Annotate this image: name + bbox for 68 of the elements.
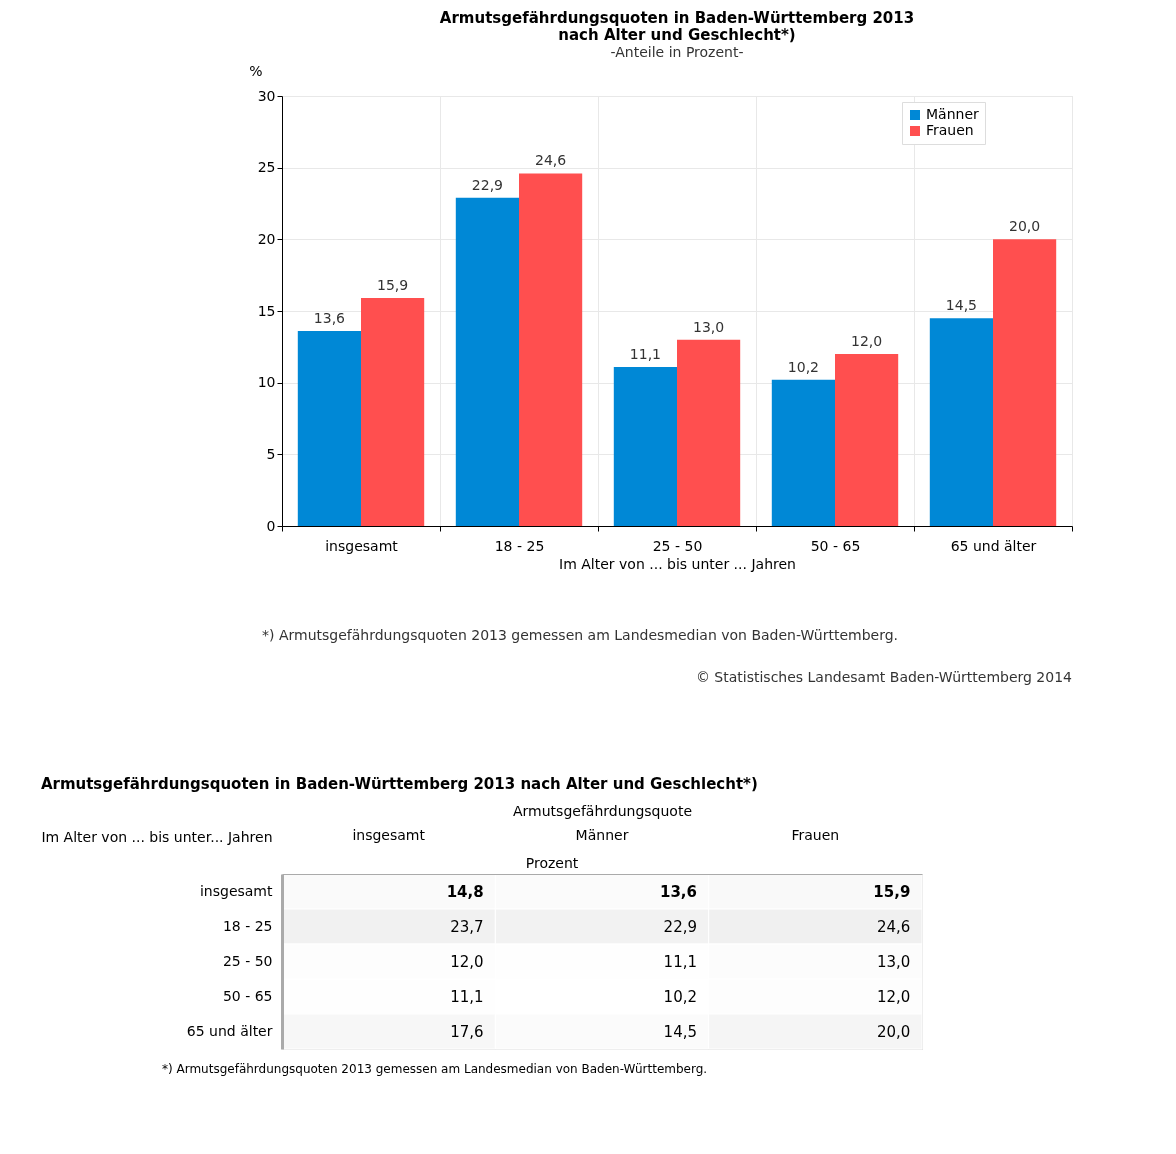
y-tick-label: 20: [257, 230, 276, 247]
bar: [361, 298, 425, 526]
data-label: 13,0: [876, 952, 911, 971]
x-tick-label: 50 - 65: [810, 537, 861, 554]
data-label: 10,2: [663, 987, 697, 1006]
data-label: 13,0: [693, 318, 725, 335]
x-axis-title: Armutsgefährdungsquote: [512, 802, 693, 819]
data-label: 14,5: [663, 1022, 697, 1041]
text: Prozent: [525, 855, 579, 871]
x-axis-title: Im Alter von ... bis unter ... Jahren: [559, 555, 796, 572]
x-tick-label: 65 und älter: [950, 537, 1037, 554]
bar: [297, 331, 361, 526]
data-label: 12,0: [876, 987, 911, 1006]
y-tick-label: 30: [257, 87, 276, 104]
text: © Statistisches Landesamt Baden-Württemberg 2014: [695, 669, 1073, 685]
x-tick-label: Frauen: [791, 826, 840, 843]
y-axis-title: %: [249, 62, 263, 79]
data-label: 24,6: [876, 917, 911, 936]
bar: [929, 318, 993, 526]
data-label: 24,6: [535, 152, 567, 169]
y-axis-title: Im Alter von ... bis unter... Jahren: [41, 828, 273, 845]
data-label: 11,1: [450, 987, 484, 1006]
x-tick-label: insgesamt: [325, 537, 399, 554]
data-label: 11,1: [629, 345, 661, 362]
x-tick-label: 25 - 50: [652, 537, 703, 554]
y-tick-label: 25 - 50: [222, 952, 273, 969]
bar: [835, 354, 899, 526]
data-label: 15,9: [377, 277, 409, 294]
y-tick-label: 65 und älter: [186, 1022, 273, 1039]
y-tick-label: 15: [257, 302, 276, 319]
data-label: 10,2: [787, 358, 819, 375]
bar: [993, 239, 1057, 526]
data-label: 15,9: [873, 882, 911, 901]
data-label: 11,1: [663, 952, 697, 971]
legend-label: Männer: [926, 106, 980, 122]
x-tick-label: 18 - 25: [494, 537, 545, 554]
y-tick-label: 50 - 65: [222, 987, 273, 1004]
data-label: 23,7: [450, 917, 484, 936]
y-tick-label: 0: [266, 517, 276, 534]
data-label: 12,0: [851, 333, 883, 349]
text: *) Armutsgefährdungsquoten 2013 gemessen am Landesmedian von Baden-Württemberg.: [162, 1062, 708, 1076]
y-tick-label: 10: [257, 374, 276, 391]
data-label: 12,0: [450, 952, 484, 971]
data-label: 17,6: [450, 1022, 484, 1041]
y-tick-label: 25: [257, 159, 276, 176]
bar: [677, 339, 741, 526]
y-tick-label: insgesamt: [199, 882, 273, 899]
x-tick-label: Männer: [575, 826, 629, 843]
data-label: 14,8: [446, 882, 484, 901]
bar: [613, 366, 677, 526]
data-label: 20,0: [1009, 218, 1041, 235]
x-tick-label: insgesamt: [352, 826, 426, 843]
data-label: 14,5: [945, 297, 977, 314]
bar: [455, 197, 519, 526]
text: *) Armutsgefährdungsquoten 2013 gemessen am Landesmedian von Baden-Württemberg.: [262, 627, 899, 643]
bar: [519, 173, 583, 526]
legend-label: Frauen: [926, 122, 974, 138]
data-label: 20,0: [876, 1022, 911, 1041]
data-label: 22,9: [663, 917, 697, 936]
chart-subtitle: -Anteile in Prozent-: [610, 44, 744, 60]
y-tick-label: 5: [266, 445, 276, 462]
chart-title: Armutsgefährdungsquoten in Baden-Württemberg 2013 nach Alter und Geschlecht*): [439, 9, 915, 44]
data-label: 22,9: [471, 176, 503, 193]
data-label: 13,6: [313, 310, 346, 327]
chart-title: Armutsgefährdungsquoten in Baden-Württemberg 2013 nach Alter und Geschlecht*): [40, 775, 758, 793]
data-label: 13,6: [659, 882, 697, 901]
bar: [771, 379, 835, 526]
y-tick-label: 18 - 25: [222, 917, 273, 934]
